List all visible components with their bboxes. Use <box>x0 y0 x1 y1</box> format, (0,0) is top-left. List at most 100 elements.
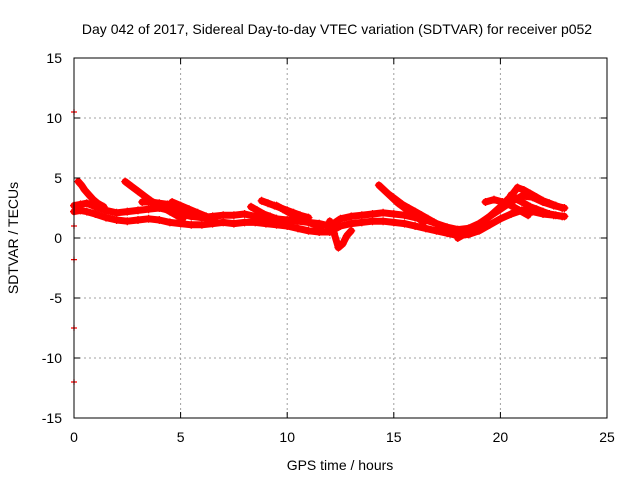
data-point <box>532 205 541 214</box>
y-tick-label: 5 <box>54 170 62 186</box>
data-point <box>144 214 153 223</box>
data-point <box>197 220 206 229</box>
data-point <box>336 214 345 223</box>
data-point <box>202 212 211 221</box>
data-point <box>524 211 533 220</box>
data-point <box>498 198 507 206</box>
data-point <box>165 218 174 227</box>
data-point <box>374 181 383 190</box>
data-point <box>391 195 400 204</box>
data-point <box>496 214 505 223</box>
data-point <box>379 208 388 217</box>
data-point <box>404 204 413 212</box>
data-point <box>193 208 202 217</box>
data-point <box>82 207 91 216</box>
data-point <box>272 201 281 210</box>
data-point <box>240 210 249 218</box>
data-point <box>545 210 554 218</box>
data-point <box>168 198 177 206</box>
data-point <box>347 226 356 235</box>
data-point <box>475 220 484 229</box>
data-point <box>155 216 164 224</box>
x-tick-label: 0 <box>70 429 78 445</box>
data-point <box>278 217 287 226</box>
data-point <box>430 218 439 227</box>
data-point <box>368 217 377 226</box>
data-point <box>317 223 326 232</box>
y-axis-label: SDTVAR / TECUs <box>5 182 21 294</box>
data-point <box>507 190 516 199</box>
data-point <box>513 183 522 192</box>
data-point <box>515 206 524 215</box>
data-point <box>338 240 347 248</box>
data-point <box>485 212 494 221</box>
data-point <box>134 206 142 215</box>
data-point <box>357 218 366 227</box>
data-point <box>76 206 85 215</box>
data-point <box>77 181 86 190</box>
data-point <box>80 186 89 194</box>
data-point <box>334 243 343 252</box>
data-point <box>381 187 390 196</box>
data-point <box>436 222 445 230</box>
data-point <box>368 210 377 218</box>
data-point <box>138 198 147 206</box>
data-point <box>264 199 272 208</box>
data-point <box>253 206 262 215</box>
data-point <box>310 220 319 229</box>
data-point <box>336 222 345 230</box>
data-point <box>112 208 121 217</box>
data-point <box>347 219 356 228</box>
data-point <box>172 211 181 220</box>
data-point <box>551 211 560 220</box>
data-point <box>165 207 174 216</box>
chart-title: Day 042 of 2017, Sidereal Day-to-day VTE… <box>82 21 592 37</box>
data-point <box>99 202 108 211</box>
data-point <box>507 201 516 210</box>
data-point <box>526 189 535 198</box>
data-point <box>347 212 356 221</box>
data-point <box>240 218 249 227</box>
y-tick-label: 10 <box>46 110 62 126</box>
data-point <box>247 202 255 211</box>
data-point <box>251 218 260 227</box>
data-point <box>464 228 473 236</box>
data-point <box>123 217 132 226</box>
x-axis-label: GPS time / hours <box>287 457 394 473</box>
grid <box>74 58 607 418</box>
data-point <box>261 219 270 228</box>
data-point <box>291 212 300 221</box>
data-point <box>421 224 430 233</box>
x-tick-label: 25 <box>599 429 615 445</box>
data-point <box>82 199 91 208</box>
data-point <box>304 226 313 235</box>
data-series <box>70 109 569 385</box>
data-point <box>134 216 142 224</box>
data-point <box>229 211 238 220</box>
data-point <box>219 211 228 220</box>
data-point <box>285 208 294 217</box>
data-point <box>539 196 547 205</box>
data-point <box>285 219 294 228</box>
data-point <box>485 220 494 229</box>
data-point <box>453 234 462 242</box>
data-point <box>558 204 567 212</box>
data-point <box>176 201 185 210</box>
data-point <box>259 210 268 218</box>
data-point <box>121 177 130 186</box>
data-point <box>298 214 307 223</box>
data-point <box>490 195 498 204</box>
data-point <box>325 217 334 226</box>
data-point <box>278 205 287 214</box>
data-point <box>272 214 281 223</box>
data-point <box>91 210 100 218</box>
data-point <box>389 218 398 227</box>
data-point <box>432 226 441 235</box>
data-point <box>389 210 398 218</box>
data-point <box>304 218 313 227</box>
data-point <box>134 187 142 196</box>
data-point <box>123 207 132 216</box>
y-tick-label: -15 <box>42 410 62 426</box>
data-point <box>146 198 155 206</box>
data-point <box>443 229 452 238</box>
